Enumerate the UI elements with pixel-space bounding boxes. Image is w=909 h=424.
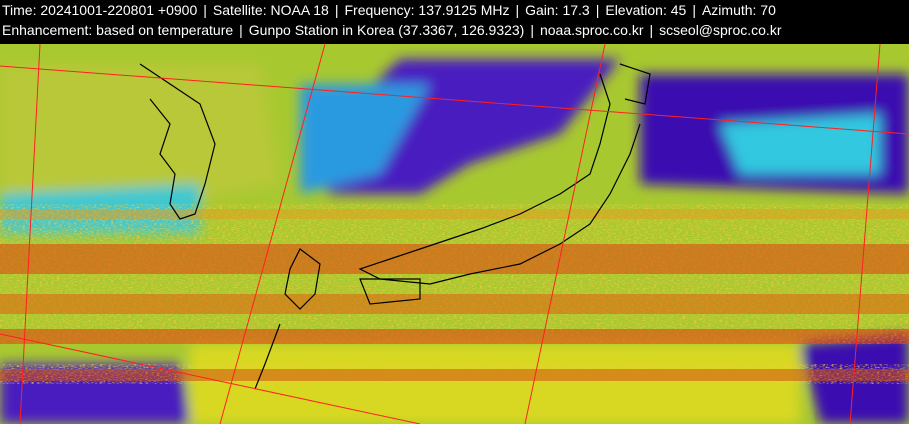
korea-coast xyxy=(139,63,216,220)
shikoku-coast xyxy=(359,278,421,305)
cloud-east-edge xyxy=(720,114,880,174)
cloud-band-diagonal xyxy=(300,84,430,194)
noise-stripe xyxy=(0,329,909,344)
header-line-1: Time: 20241001-220801 +0900 | Satellite: N… xyxy=(2,0,909,20)
gain-text: Gain: 17.3 xyxy=(525,2,590,18)
ryukyu-islands xyxy=(254,323,281,390)
separator: | xyxy=(334,2,339,18)
station-text: Gunpo Station in Korea (37.3367, 126.932… xyxy=(248,22,525,38)
separator: | xyxy=(530,22,534,38)
azimuth-text: Azimuth: 70 xyxy=(701,2,776,18)
separator: | xyxy=(595,2,600,18)
separator: | xyxy=(203,2,207,18)
satellite-image xyxy=(0,44,909,424)
time-text: Time: 20241001-220801 +0900 xyxy=(2,2,198,18)
kyushu-coast xyxy=(284,248,321,310)
email-text: scseol@sproc.co.kr xyxy=(659,22,782,38)
enhancement-text: Enhancement: based on temperature xyxy=(2,22,234,38)
grid-line xyxy=(219,44,326,424)
separator: | xyxy=(692,2,696,18)
frequency-text: Frequency: 137.9125 MHz xyxy=(344,2,510,18)
grid-line xyxy=(0,333,421,424)
hokkaido-coast xyxy=(619,63,651,105)
header-line-2: Enhancement: based on temperature | Gunpo … xyxy=(2,20,909,40)
grid-line xyxy=(19,44,41,424)
separator: | xyxy=(649,22,654,38)
land-northwest xyxy=(0,64,280,204)
noise-stripe xyxy=(0,244,909,274)
separator: | xyxy=(515,2,520,18)
grid-line xyxy=(0,65,909,135)
honshu-coast xyxy=(358,73,641,285)
separator: | xyxy=(239,22,243,38)
grid-line xyxy=(849,44,881,424)
noise-stripe xyxy=(0,294,909,314)
info-header: Time: 20241001-220801 +0900 | Satellite: N… xyxy=(0,0,909,44)
noise-stripe xyxy=(0,369,909,381)
lat-lon-grid xyxy=(0,44,909,424)
noise-stripe xyxy=(0,209,909,219)
grid-line xyxy=(524,44,606,424)
satellite-text: Satellite: NOAA 18 xyxy=(212,2,329,18)
elevation-text: Elevation: 45 xyxy=(605,2,687,18)
coastlines xyxy=(139,63,651,390)
website-text: noaa.sproc.co.kr xyxy=(539,22,644,38)
